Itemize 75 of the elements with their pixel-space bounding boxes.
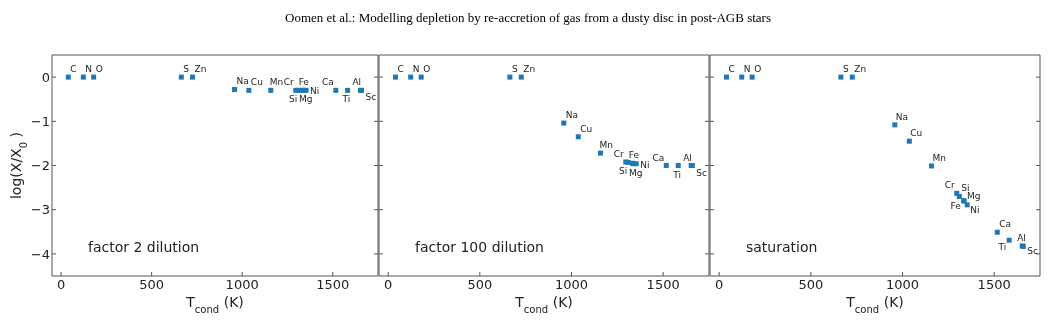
annotation: factor 100 dilution <box>415 239 544 255</box>
annotation: Ca <box>652 152 665 163</box>
annotation: Mg <box>629 167 643 178</box>
annotation: Cr <box>613 148 625 159</box>
annotation: N <box>85 64 93 75</box>
annotation: Na <box>565 110 579 121</box>
annotation: Cu <box>250 77 263 88</box>
annotation: Ti <box>997 242 1007 253</box>
annotation: Zn <box>523 64 536 75</box>
annotation: saturation <box>746 239 818 255</box>
x-tick-label: 0 <box>56 277 66 293</box>
annotation: Na <box>236 76 249 87</box>
annotation: Cr <box>944 180 956 191</box>
annotation: Si <box>619 166 628 177</box>
x-axis-title: T$_{cond}$ (K) <box>514 294 573 315</box>
annotation: Cu <box>580 123 593 134</box>
annotation: Mg <box>299 94 313 105</box>
annotation: Cr <box>283 77 295 88</box>
annotation: Zn <box>854 64 867 75</box>
text: Oomen et al.: Modelling depletion by re-accretion of gas from a dusty disc in post-AGB stars <box>284 10 772 26</box>
annotation: Ca <box>999 219 1012 230</box>
annotation: Zn <box>194 64 207 75</box>
annotation: C <box>728 64 735 75</box>
x-tick-label: 1500 <box>316 277 350 293</box>
annotation: N <box>412 64 420 75</box>
annotation: Fe <box>628 150 640 161</box>
x-tick-label: 1500 <box>646 277 680 293</box>
annotation: Si <box>961 183 970 194</box>
x-tick-label: 0 <box>715 277 724 293</box>
annotation: Sc <box>1027 246 1039 257</box>
annotation: Mn <box>599 140 613 151</box>
annotation: Mn <box>269 77 284 88</box>
annotation: Fe <box>950 200 962 211</box>
annotation: factor 2 dilution <box>88 239 200 255</box>
annotation: Sc <box>365 92 377 103</box>
annotation: Ca <box>321 77 334 88</box>
y-tick-label: −3 <box>30 202 50 218</box>
annotation: Al <box>1017 232 1026 243</box>
annotation: Sc <box>696 167 708 178</box>
annotation: Mg <box>967 190 981 201</box>
annotation: O <box>754 64 762 75</box>
annotation: Ni <box>970 204 980 215</box>
y-tick-label: −1 <box>30 113 50 129</box>
annotation: Ti <box>672 169 681 180</box>
x-tick-label: 500 <box>798 277 824 293</box>
annotation: Ni <box>310 86 320 97</box>
annotation: C <box>70 64 77 75</box>
annotation: Fe <box>298 77 310 88</box>
annotation: O <box>95 64 103 75</box>
annotation: Ni <box>640 159 650 170</box>
annotation: S <box>183 64 190 75</box>
annotation: Na <box>895 111 909 122</box>
x-tick-label: 1000 <box>885 277 920 293</box>
y-tick-label: −4 <box>30 246 50 262</box>
annotation: Al <box>683 152 692 163</box>
x-axis-title: T$_{cond}$ (K) <box>185 294 244 315</box>
x-tick-label: 0 <box>384 277 393 293</box>
annotation: Al <box>352 77 362 88</box>
annotation: S <box>842 64 849 75</box>
annotation: Mn <box>932 152 946 163</box>
annotation: N <box>743 64 751 75</box>
annotation: C <box>397 64 404 75</box>
x-tick-label: 1000 <box>554 277 589 293</box>
annotation: S <box>511 64 518 75</box>
annotation: O <box>423 64 431 75</box>
annotation: Ti <box>341 94 351 105</box>
x-tick-label: 500 <box>139 277 165 293</box>
x-tick-label: 1500 <box>977 277 1011 293</box>
x-axis-title: T$_{cond}$ (K) <box>845 294 904 315</box>
y-tick-label: 0 <box>41 69 50 85</box>
annotation: Si <box>289 94 298 105</box>
y-tick-label: −2 <box>30 158 50 174</box>
annotation: Cu <box>910 128 923 139</box>
x-tick-label: 500 <box>467 277 493 293</box>
x-tick-label: 1000 <box>225 277 259 293</box>
